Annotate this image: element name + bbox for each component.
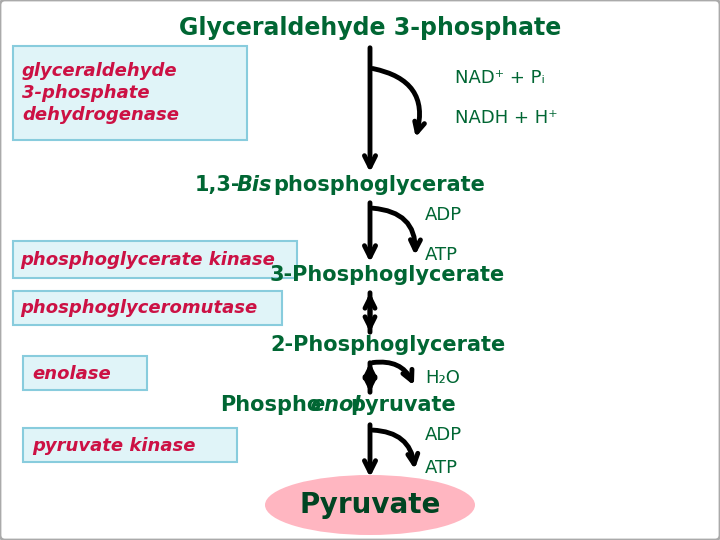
Text: Pyruvate: Pyruvate bbox=[300, 491, 441, 519]
Text: 2-Phosphoglycerate: 2-Phosphoglycerate bbox=[270, 335, 505, 355]
Text: phosphoglycerate: phosphoglycerate bbox=[273, 175, 485, 195]
Text: H₂O: H₂O bbox=[425, 369, 460, 387]
Text: ADP: ADP bbox=[425, 426, 462, 444]
Text: enolase: enolase bbox=[32, 365, 111, 383]
Text: phosphoglycerate kinase: phosphoglycerate kinase bbox=[20, 251, 275, 269]
Text: pyruvate: pyruvate bbox=[350, 395, 456, 415]
FancyBboxPatch shape bbox=[23, 428, 237, 462]
Text: phosphoglyceromutase: phosphoglyceromutase bbox=[20, 299, 257, 317]
Text: 3-Phosphoglycerate: 3-Phosphoglycerate bbox=[270, 265, 505, 285]
Text: pyruvate kinase: pyruvate kinase bbox=[32, 437, 196, 455]
Text: Glyceraldehyde 3-phosphate: Glyceraldehyde 3-phosphate bbox=[179, 16, 561, 40]
Text: NADH + H⁺: NADH + H⁺ bbox=[455, 109, 557, 127]
FancyBboxPatch shape bbox=[13, 241, 297, 278]
Text: Phospho: Phospho bbox=[220, 395, 321, 415]
Text: glyceraldehyde
3-phosphate
dehydrogenase: glyceraldehyde 3-phosphate dehydrogenase bbox=[22, 62, 179, 124]
Text: ATP: ATP bbox=[425, 246, 458, 264]
Text: enol: enol bbox=[310, 395, 361, 415]
Text: ATP: ATP bbox=[425, 459, 458, 477]
FancyBboxPatch shape bbox=[23, 356, 147, 390]
FancyBboxPatch shape bbox=[13, 291, 282, 325]
Text: NAD⁺ + Pᵢ: NAD⁺ + Pᵢ bbox=[455, 69, 545, 87]
Ellipse shape bbox=[265, 475, 475, 535]
Text: 1,3-: 1,3- bbox=[195, 175, 240, 195]
Text: Bis: Bis bbox=[237, 175, 272, 195]
Text: ADP: ADP bbox=[425, 206, 462, 224]
FancyBboxPatch shape bbox=[13, 46, 247, 140]
